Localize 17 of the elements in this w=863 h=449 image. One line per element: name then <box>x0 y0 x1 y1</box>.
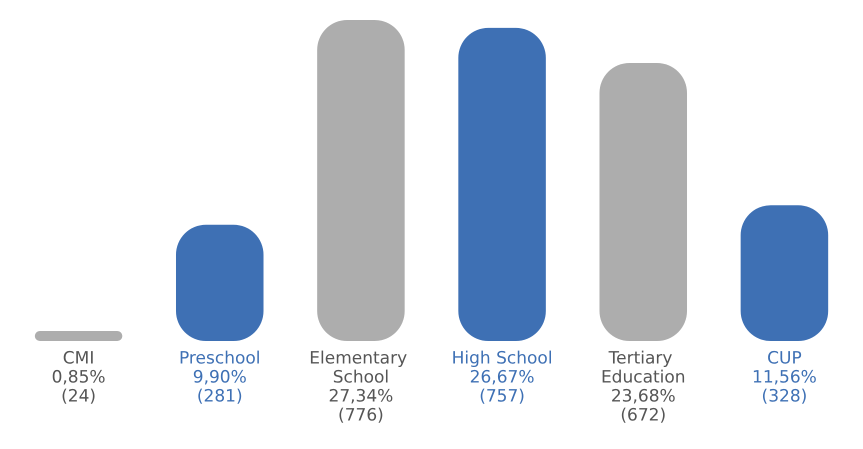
x-tick-label: Tertiary Education <box>600 348 686 388</box>
data-label: 9,90% (281) <box>192 368 247 406</box>
bar <box>34 331 122 341</box>
data-label: 11,56% (328) <box>752 368 817 406</box>
bar <box>317 20 405 341</box>
bar <box>599 62 688 341</box>
data-label: 0,85% (24) <box>52 368 106 406</box>
x-tick-label: Elementary School <box>309 348 413 388</box>
bar <box>458 28 546 341</box>
data-label: 23,68% (672) <box>610 386 676 426</box>
data-label: 26,67% (757) <box>470 368 534 406</box>
x-tick-label: CMI <box>62 348 94 368</box>
data-label: 27,34% (776) <box>328 386 394 426</box>
x-tick-label: High School <box>452 348 553 368</box>
x-tick-label: Preschool <box>178 348 261 368</box>
x-tick-label: CUP <box>767 348 802 368</box>
bar <box>740 205 828 341</box>
